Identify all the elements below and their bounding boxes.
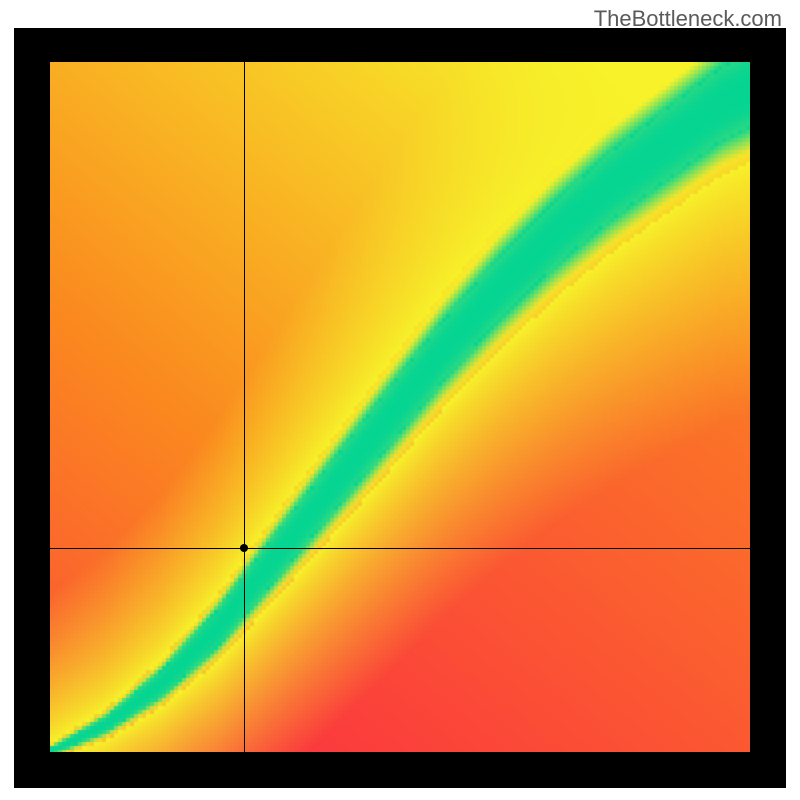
heatmap-plot <box>50 62 750 752</box>
crosshair-horizontal <box>50 548 750 549</box>
watermark-text: TheBottleneck.com <box>594 6 782 32</box>
heatmap-canvas <box>50 62 750 752</box>
marker-dot <box>240 544 248 552</box>
crosshair-vertical <box>244 62 245 752</box>
